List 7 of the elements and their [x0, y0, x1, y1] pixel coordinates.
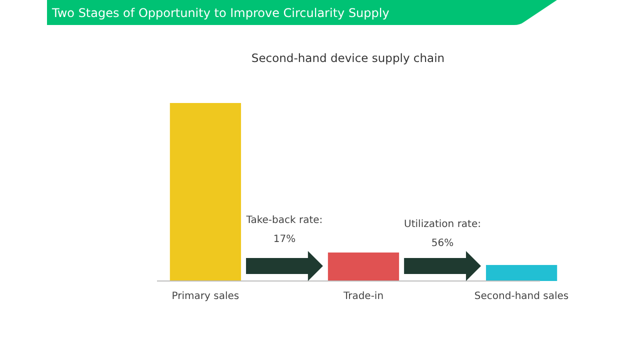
annotation: Take-back rate: 17% — [245, 215, 323, 245]
chart-title: Two Stages of Opportunity to Improve Circularity Supply — [51, 6, 390, 20]
x-tick-label: Primary sales — [172, 291, 240, 302]
x-tick-label: Second-hand sales — [474, 291, 569, 302]
chart-subtitle: Second-hand device supply chain — [251, 51, 445, 65]
x-tick-label: Trade-in — [342, 291, 384, 302]
annotation: Utilization rate: 56% — [404, 219, 482, 249]
